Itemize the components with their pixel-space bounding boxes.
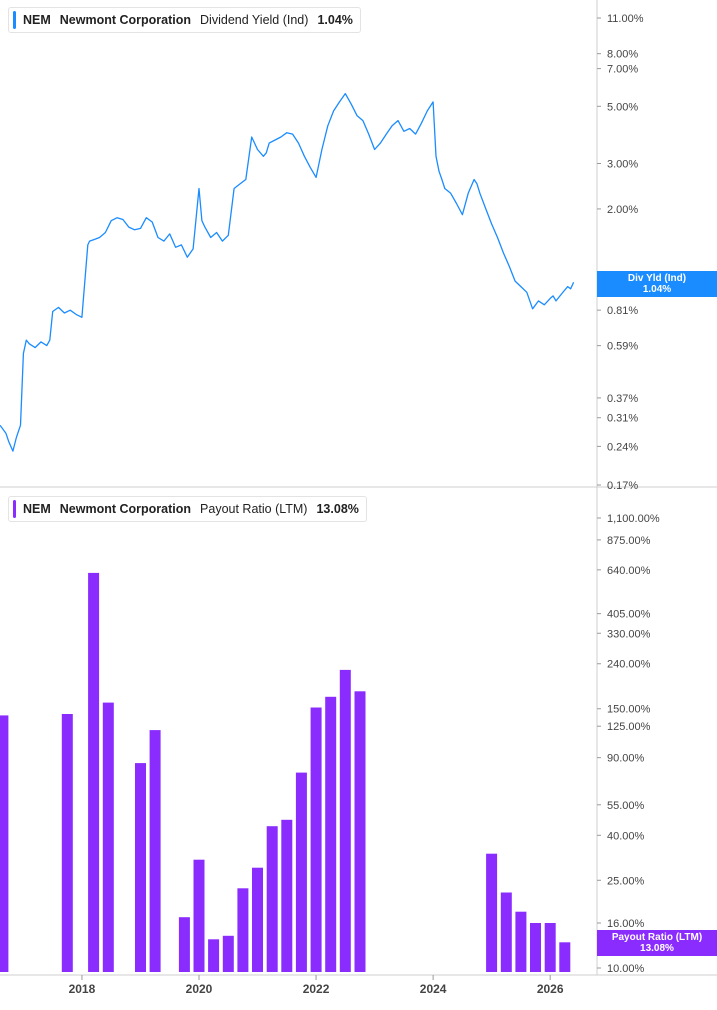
payout-ratio-bar: [266, 826, 278, 972]
y-tick-label: 11.00%: [607, 13, 644, 25]
legend-metric: Dividend Yield (Ind): [200, 13, 309, 27]
payout-ratio-bar: [88, 572, 100, 972]
y-tick-label: 0.24%: [607, 441, 638, 453]
payout-ratio-badge: Payout Ratio (LTM) 13.08%: [597, 930, 717, 956]
legend-company: Newmont Corporation: [59, 502, 192, 516]
y-tick-label: 16.00%: [607, 918, 645, 930]
dividend-yield-swatch: [13, 11, 16, 29]
y-tick-label: 640.00%: [607, 565, 651, 577]
payout-ratio-bar: [0, 715, 9, 972]
payout-ratio-bar: [325, 696, 337, 972]
payout-ratio-bar: [193, 859, 205, 972]
legend-metric: Payout Ratio (LTM): [200, 502, 308, 516]
payout-ratio-bar: [61, 714, 73, 972]
y-tick-label: 1,100.00%: [607, 513, 660, 525]
payout-ratio-bar: [237, 888, 249, 972]
legend-company: Newmont Corporation: [59, 13, 192, 27]
y-tick-label: 7.00%: [607, 64, 638, 76]
payout-ratio-bar: [544, 923, 556, 972]
payout-ratio-bar: [222, 935, 234, 972]
y-tick-label: 330.00%: [607, 628, 651, 640]
x-tick-label: 2022: [303, 982, 330, 996]
badge-value: 1.04%: [642, 284, 672, 295]
payout-ratio-bar: [310, 707, 322, 972]
badge-label: Div Yld (Ind): [627, 273, 687, 284]
legend-value: 13.08%: [316, 502, 359, 516]
y-tick-label: 0.37%: [607, 393, 638, 405]
payout-ratio-swatch: [13, 500, 16, 518]
payout-ratio-bar: [354, 691, 366, 972]
y-tick-label: 2.00%: [607, 204, 638, 216]
payout-ratio-bar: [102, 702, 114, 972]
dividend-yield-badge: Div Yld (Ind) 1.04%: [597, 271, 717, 297]
y-tick-label: 0.31%: [607, 413, 638, 425]
y-tick-label: 10.00%: [607, 963, 645, 975]
y-tick-label: 150.00%: [607, 704, 651, 716]
payout-ratio-bar: [515, 911, 527, 972]
payout-ratio-bar: [559, 942, 571, 972]
x-tick-label: 2020: [186, 982, 213, 996]
y-tick-label: 8.00%: [607, 49, 638, 61]
dividend-yield-legend[interactable]: NEM Newmont Corporation Dividend Yield (…: [8, 7, 361, 33]
payout-ratio-bar: [149, 730, 161, 972]
payout-ratio-bar: [530, 923, 541, 972]
badge-value: 13.08%: [640, 943, 674, 954]
payout-ratio-bar: [295, 772, 307, 972]
payout-ratio-bar: [135, 763, 146, 972]
payout-ratio-bar: [178, 917, 190, 972]
dividend-yield-line: [0, 92, 575, 452]
payout-ratio-bar: [281, 819, 293, 972]
payout-ratio-bar: [208, 939, 220, 972]
badge-label: Payout Ratio (LTM): [611, 932, 703, 943]
y-tick-label: 125.00%: [607, 721, 651, 733]
y-tick-label: 0.59%: [607, 341, 638, 353]
legend-value: 1.04%: [317, 13, 353, 27]
payout-ratio-bar: [500, 892, 512, 972]
x-tick-label: 2024: [420, 982, 447, 996]
payout-ratio-bar: [252, 867, 263, 972]
payout-ratio-legend[interactable]: NEM Newmont Corporation Payout Ratio (LT…: [8, 496, 367, 522]
legend-ticker: NEM: [23, 13, 51, 27]
y-tick-label: 55.00%: [607, 800, 645, 812]
y-tick-label: 25.00%: [607, 875, 645, 887]
y-tick-label: 40.00%: [607, 830, 645, 842]
payout-ratio-bar: [486, 853, 498, 972]
y-tick-label: 875.00%: [607, 535, 651, 547]
payout-ratio-bar: [339, 669, 351, 972]
y-tick-label: 3.00%: [607, 159, 638, 171]
y-tick-label: 5.00%: [607, 101, 638, 113]
legend-ticker: NEM: [23, 502, 51, 516]
y-tick-label: 405.00%: [607, 609, 651, 621]
x-tick-label: 2026: [537, 982, 564, 996]
y-tick-label: 0.17%: [607, 480, 638, 492]
y-tick-label: 0.81%: [607, 305, 638, 317]
y-tick-label: 240.00%: [607, 659, 651, 671]
y-tick-label: 90.00%: [607, 753, 645, 765]
x-tick-label: 2018: [69, 982, 96, 996]
